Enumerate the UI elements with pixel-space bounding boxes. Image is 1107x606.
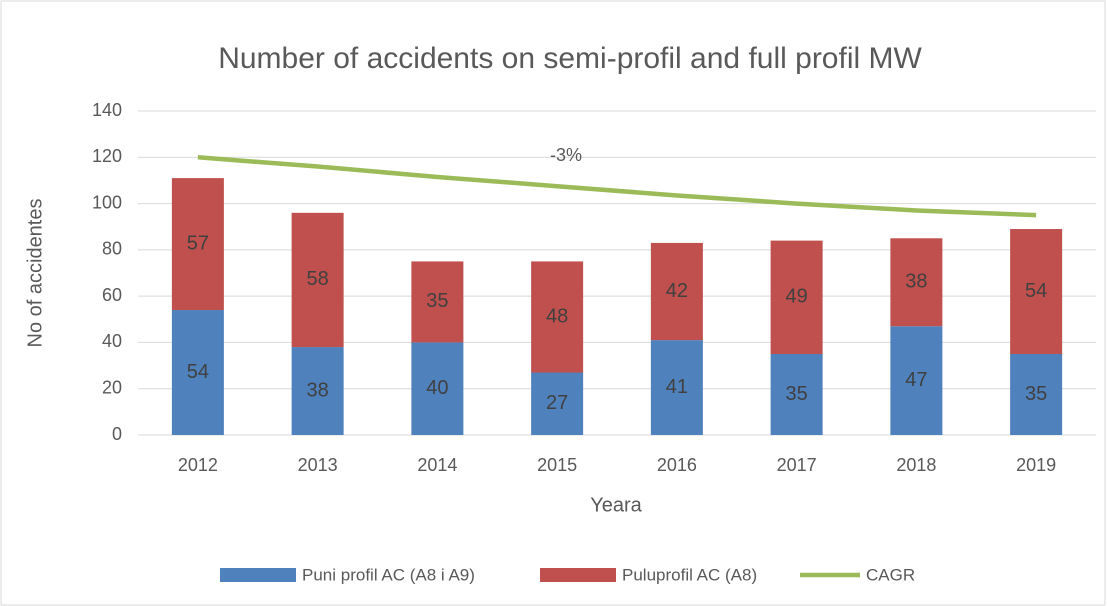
legend-label: Puluprofil AC (A8) [622, 565, 757, 584]
y-tick-label: 20 [102, 377, 122, 397]
data-label: 54 [1025, 280, 1047, 302]
data-label: 48 [546, 305, 568, 327]
bar-segment [291, 212, 344, 348]
x-tick-label: 2016 [657, 455, 697, 475]
y-tick-label: 100 [92, 192, 122, 212]
bar-segment [890, 238, 943, 327]
data-label: 42 [666, 280, 688, 302]
y-tick-label: 60 [102, 285, 122, 305]
bar-segment [171, 178, 224, 311]
y-tick-label: 40 [102, 331, 122, 351]
bar-segment [291, 347, 344, 435]
y-tick-label: 120 [92, 146, 122, 166]
bar-segment [531, 261, 584, 373]
data-label: 35 [786, 383, 808, 405]
legend-swatch [220, 568, 296, 582]
data-label: 47 [905, 369, 927, 391]
x-tick-label: 2014 [417, 455, 457, 475]
data-label: 49 [786, 286, 808, 308]
bar-segment [650, 242, 703, 341]
annotation: -3% [550, 145, 582, 165]
y-tick-label: 0 [112, 424, 122, 444]
x-tick-label: 2013 [298, 455, 338, 475]
bar-segment [1010, 354, 1063, 435]
x-tick-label: 2015 [537, 455, 577, 475]
y-axis-title: No of accidentes [24, 199, 46, 348]
x-axis-title: Yeara [590, 494, 642, 516]
data-label: 41 [666, 376, 688, 398]
data-label: 35 [1025, 383, 1047, 405]
x-tick-label: 2019 [1016, 455, 1056, 475]
chart-title: Number of accidents on semi-profil and f… [218, 42, 922, 75]
bar-segment [650, 340, 703, 435]
x-tick-label: 2018 [896, 455, 936, 475]
line-series [197, 155, 1037, 218]
legend-swatch [540, 568, 616, 582]
data-label: 38 [905, 271, 927, 293]
data-label: 54 [187, 361, 209, 383]
data-label: 40 [426, 377, 448, 399]
legend-label: CAGR [866, 565, 915, 584]
data-label: 27 [546, 392, 568, 414]
bar-segment [531, 372, 584, 435]
x-tick-label: 2012 [178, 455, 218, 475]
bar-segment [411, 342, 464, 435]
y-tick-label: 140 [92, 100, 122, 120]
data-label: 38 [307, 379, 329, 401]
bar-segment [770, 354, 823, 435]
bar-segment [770, 240, 823, 354]
bar-segment [411, 261, 464, 343]
x-tick-label: 2017 [777, 455, 817, 475]
data-label: 35 [426, 290, 448, 312]
bar-segment [171, 310, 224, 435]
y-tick-label: 80 [102, 239, 122, 259]
legend-label: Puni profil AC (A8 i A9) [302, 565, 475, 584]
data-label: 58 [307, 268, 329, 290]
bar-segment [890, 326, 943, 435]
data-label: 57 [187, 232, 209, 254]
bar-segment [1010, 229, 1063, 354]
